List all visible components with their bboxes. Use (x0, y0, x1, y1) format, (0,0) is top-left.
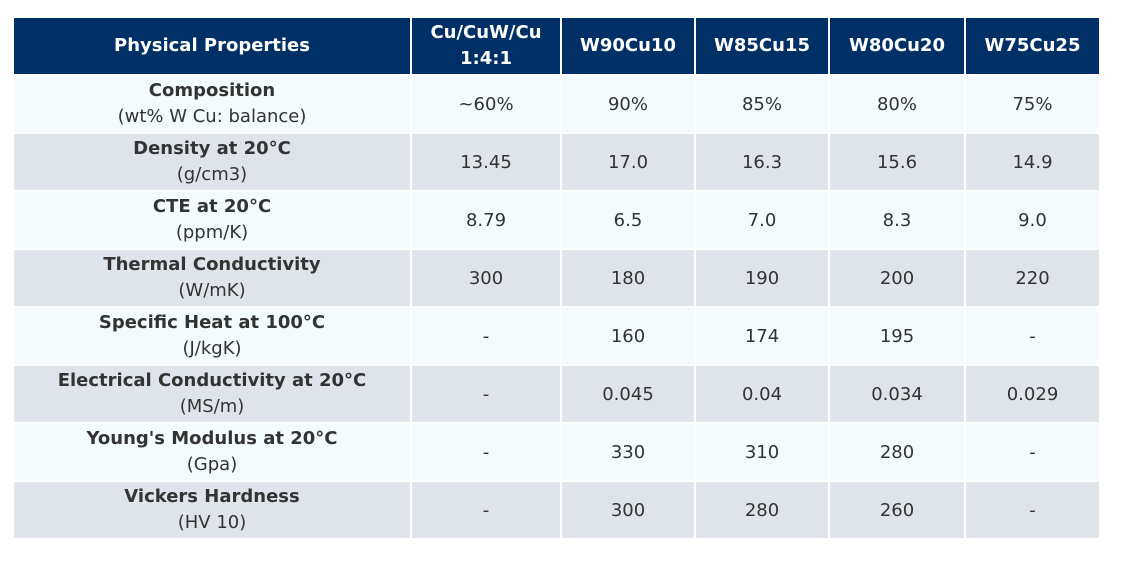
value-cell: - (412, 308, 560, 364)
property-unit: (HV 10) (177, 512, 247, 533)
property-cell: Thermal Conductivity (W/mK) (14, 250, 410, 306)
value-cell: - (412, 366, 560, 422)
value-cell: 160 (562, 308, 694, 364)
header-w80cu20: W80Cu20 (830, 18, 964, 74)
value-cell: 0.029 (966, 366, 1099, 422)
value-cell: 14.9 (966, 134, 1099, 190)
property-cell: Composition (wt% W Cu: balance) (14, 76, 410, 132)
table-row: CTE at 20°C (ppm/K) 8.79 6.5 7.0 8.3 9.0 (14, 192, 1099, 248)
value-cell: 7.0 (696, 192, 828, 248)
value-cell: 330 (562, 424, 694, 480)
value-cell: 200 (830, 250, 964, 306)
property-cell: Electrical Conductivity at 20°C (MS/m) (14, 366, 410, 422)
value-cell: 9.0 (966, 192, 1099, 248)
property-unit: (MS/m) (179, 396, 245, 417)
value-cell: 6.5 (562, 192, 694, 248)
value-cell: 8.79 (412, 192, 560, 248)
value-cell: 195 (830, 308, 964, 364)
table-row: Composition (wt% W Cu: balance) ~60% 90% 85%… (14, 76, 1099, 132)
value-cell: ~60% (412, 76, 560, 132)
value-cell: 260 (830, 482, 964, 538)
value-cell: 15.6 (830, 134, 964, 190)
value-cell: 180 (562, 250, 694, 306)
value-cell: 0.045 (562, 366, 694, 422)
property-unit: (wt% W Cu: balance) (117, 106, 307, 127)
property-unit: (Gpa) (186, 454, 238, 475)
property-name: Density at 20°C (133, 138, 291, 159)
value-cell: 190 (696, 250, 828, 306)
table-row: Young's Modulus at 20°C (Gpa) -330 310 280- (14, 424, 1099, 480)
property-unit: (W/mK) (178, 280, 246, 301)
property-cell: Vickers Hardness (HV 10) (14, 482, 410, 538)
value-cell: - (412, 424, 560, 480)
value-cell: 280 (830, 424, 964, 480)
property-unit: (J/kgK) (182, 338, 242, 359)
value-cell: 300 (562, 482, 694, 538)
property-name: CTE at 20°C (152, 196, 272, 217)
header-physical-properties: Physical Properties (14, 18, 410, 74)
property-name: Composition (148, 80, 276, 101)
value-cell: 174 (696, 308, 828, 364)
value-cell: 0.034 (830, 366, 964, 422)
value-cell: 8.3 (830, 192, 964, 248)
header-w75cu25: W75Cu25 (966, 18, 1099, 74)
value-cell: 13.45 (412, 134, 560, 190)
property-name: Specific Heat at 100°C (98, 312, 326, 333)
table-row: Specific Heat at 100°C (J/kgK) -160 174 195- (14, 308, 1099, 364)
value-cell: 85% (696, 76, 828, 132)
value-cell: 300 (412, 250, 560, 306)
table-header-row: Physical Properties Cu/CuW/Cu 1:4:1 W90C… (14, 18, 1099, 74)
physical-properties-table: Physical Properties Cu/CuW/Cu 1:4:1 W90C… (12, 16, 1101, 540)
value-cell: 16.3 (696, 134, 828, 190)
value-cell: - (412, 482, 560, 538)
property-unit: (g/cm3) (176, 164, 248, 185)
value-cell: 310 (696, 424, 828, 480)
value-cell: 80% (830, 76, 964, 132)
value-cell: 17.0 (562, 134, 694, 190)
property-name: Thermal Conductivity (103, 254, 321, 275)
property-cell: Density at 20°C (g/cm3) (14, 134, 410, 190)
property-unit: (ppm/K) (175, 222, 249, 243)
property-name: Young's Modulus at 20°C (86, 428, 338, 449)
table-row: Density at 20°C (g/cm3) 13.45 17.0 16.3 15.6 1… (14, 134, 1099, 190)
property-cell: Young's Modulus at 20°C (Gpa) (14, 424, 410, 480)
value-cell: 90% (562, 76, 694, 132)
value-cell: - (966, 308, 1099, 364)
header-w85cu15: W85Cu15 (696, 18, 828, 74)
property-cell: CTE at 20°C (ppm/K) (14, 192, 410, 248)
table-row: Thermal Conductivity (W/mK) 300 180 190 200 22… (14, 250, 1099, 306)
value-cell: 220 (966, 250, 1099, 306)
property-name: Vickers Hardness (124, 486, 300, 507)
table-row: Electrical Conductivity at 20°C (MS/m) -0.… (14, 366, 1099, 422)
value-cell: - (966, 482, 1099, 538)
value-cell: 75% (966, 76, 1099, 132)
value-cell: - (966, 424, 1099, 480)
value-cell: 0.04 (696, 366, 828, 422)
header-cu-cuw-cu: Cu/CuW/Cu 1:4:1 (412, 18, 560, 74)
value-cell: 280 (696, 482, 828, 538)
header-w90cu10: W90Cu10 (562, 18, 694, 74)
properties-table-container: Physical Properties Cu/CuW/Cu 1:4:1 W90C… (14, 18, 1099, 538)
property-cell: Specific Heat at 100°C (J/kgK) (14, 308, 410, 364)
table-row: Vickers Hardness (HV 10) -300 280 260- (14, 482, 1099, 538)
property-name: Electrical Conductivity at 20°C (57, 370, 367, 391)
